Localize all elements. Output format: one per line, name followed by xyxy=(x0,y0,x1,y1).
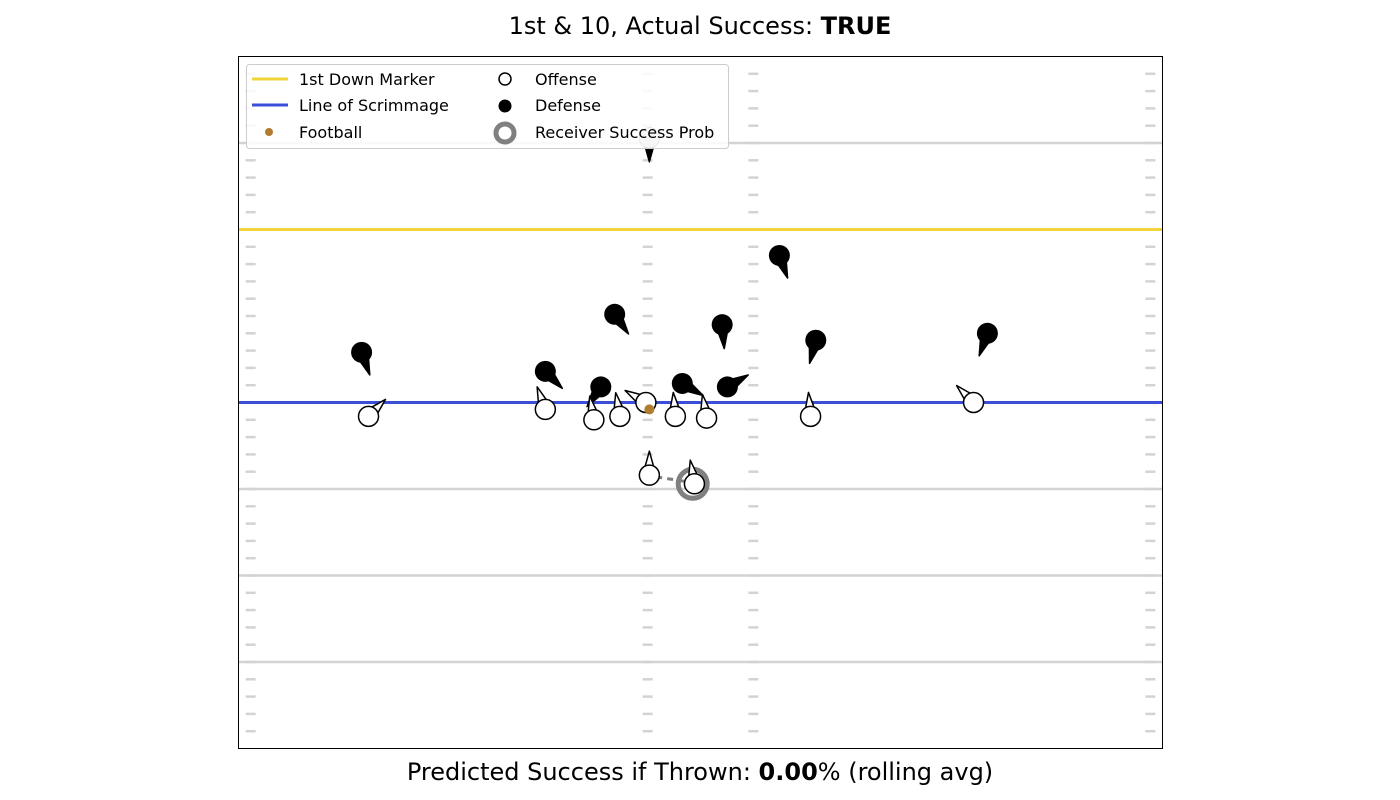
offense-player xyxy=(357,405,380,428)
plot-frame xyxy=(238,56,1163,749)
offense-player xyxy=(583,409,605,431)
legend-football-swatch xyxy=(265,128,273,136)
defense-player xyxy=(534,360,556,382)
defense-player xyxy=(604,303,626,325)
legend-offense-label: Offense xyxy=(535,70,597,89)
defense-player xyxy=(351,341,373,363)
footer-suffix: % (rolling avg) xyxy=(817,758,994,786)
legend: 1st Down Marker Line of Scrimmage Footba… xyxy=(246,64,729,149)
legend-receiver-prob-label: Receiver Success Prob xyxy=(535,123,714,142)
predicted-success-footer: Predicted Success if Thrown: 0.00% (roll… xyxy=(0,758,1400,786)
legend-football-label: Football xyxy=(299,123,362,142)
defense-player xyxy=(805,329,827,351)
field-layer xyxy=(238,72,1163,733)
offense-player xyxy=(799,405,822,428)
defense-player xyxy=(711,314,733,336)
legend-defense-label: Defense xyxy=(535,96,601,115)
legend-defense-swatch xyxy=(498,99,512,113)
offense-player xyxy=(962,391,985,414)
legend-receiver-prob-swatch xyxy=(493,121,517,145)
football xyxy=(644,404,655,415)
legend-offense-swatch xyxy=(498,72,512,86)
offense-player xyxy=(638,464,661,486)
title-prefix: 1st & 10, Actual Success: xyxy=(508,12,821,40)
footer-prefix: Predicted Success if Thrown: xyxy=(406,758,759,786)
offense-player xyxy=(609,405,631,428)
defense-player xyxy=(768,244,790,266)
defense-player xyxy=(590,376,612,398)
predicted-success-value: 0.00 xyxy=(758,758,818,786)
legend-first-down-label: 1st Down Marker xyxy=(299,70,435,89)
chart-title: 1st & 10, Actual Success: TRUE xyxy=(0,12,1400,40)
offense-player xyxy=(534,398,557,421)
offense-player xyxy=(664,405,687,428)
defense-player xyxy=(671,372,693,394)
route-stub xyxy=(656,475,690,484)
title-success-value: TRUE xyxy=(820,12,892,40)
offense-player xyxy=(695,407,718,429)
legend-line-of-scrimmage-label: Line of Scrimmage xyxy=(299,96,449,115)
legend-box xyxy=(246,64,729,149)
defense-player xyxy=(716,376,738,398)
offense-player xyxy=(683,473,706,495)
defense-player xyxy=(976,322,998,344)
